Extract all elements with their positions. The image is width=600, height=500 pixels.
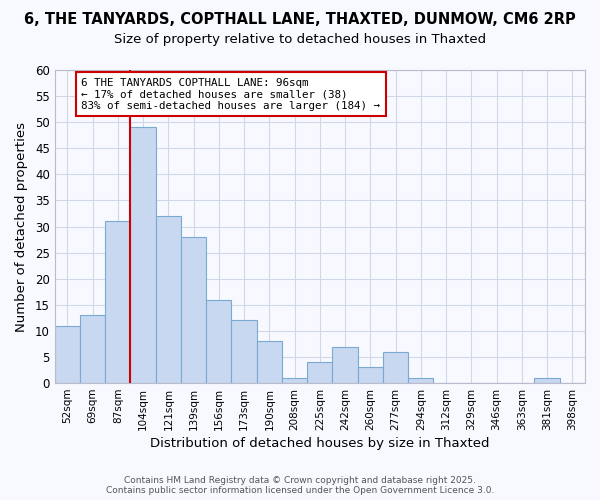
Bar	[257, 342, 282, 383]
Bar	[358, 368, 383, 383]
Bar	[282, 378, 307, 383]
Bar	[206, 300, 232, 383]
Bar	[383, 352, 408, 383]
Bar	[307, 362, 332, 383]
Bar	[232, 320, 257, 383]
Text: Contains HM Land Registry data © Crown copyright and database right 2025.
Contai: Contains HM Land Registry data © Crown c…	[106, 476, 494, 495]
Bar	[155, 216, 181, 383]
Bar	[535, 378, 560, 383]
Bar	[408, 378, 433, 383]
Y-axis label: Number of detached properties: Number of detached properties	[15, 122, 28, 332]
Bar	[130, 128, 155, 383]
Text: 6 THE TANYARDS COPTHALL LANE: 96sqm
← 17% of detached houses are smaller (38)
83: 6 THE TANYARDS COPTHALL LANE: 96sqm ← 17…	[81, 78, 380, 111]
Text: Size of property relative to detached houses in Thaxted: Size of property relative to detached ho…	[114, 32, 486, 46]
Text: 6, THE TANYARDS, COPTHALL LANE, THAXTED, DUNMOW, CM6 2RP: 6, THE TANYARDS, COPTHALL LANE, THAXTED,…	[24, 12, 576, 28]
Bar	[105, 222, 130, 383]
Bar	[80, 315, 105, 383]
X-axis label: Distribution of detached houses by size in Thaxted: Distribution of detached houses by size …	[150, 437, 490, 450]
Bar	[55, 326, 80, 383]
Bar	[181, 237, 206, 383]
Bar	[332, 346, 358, 383]
